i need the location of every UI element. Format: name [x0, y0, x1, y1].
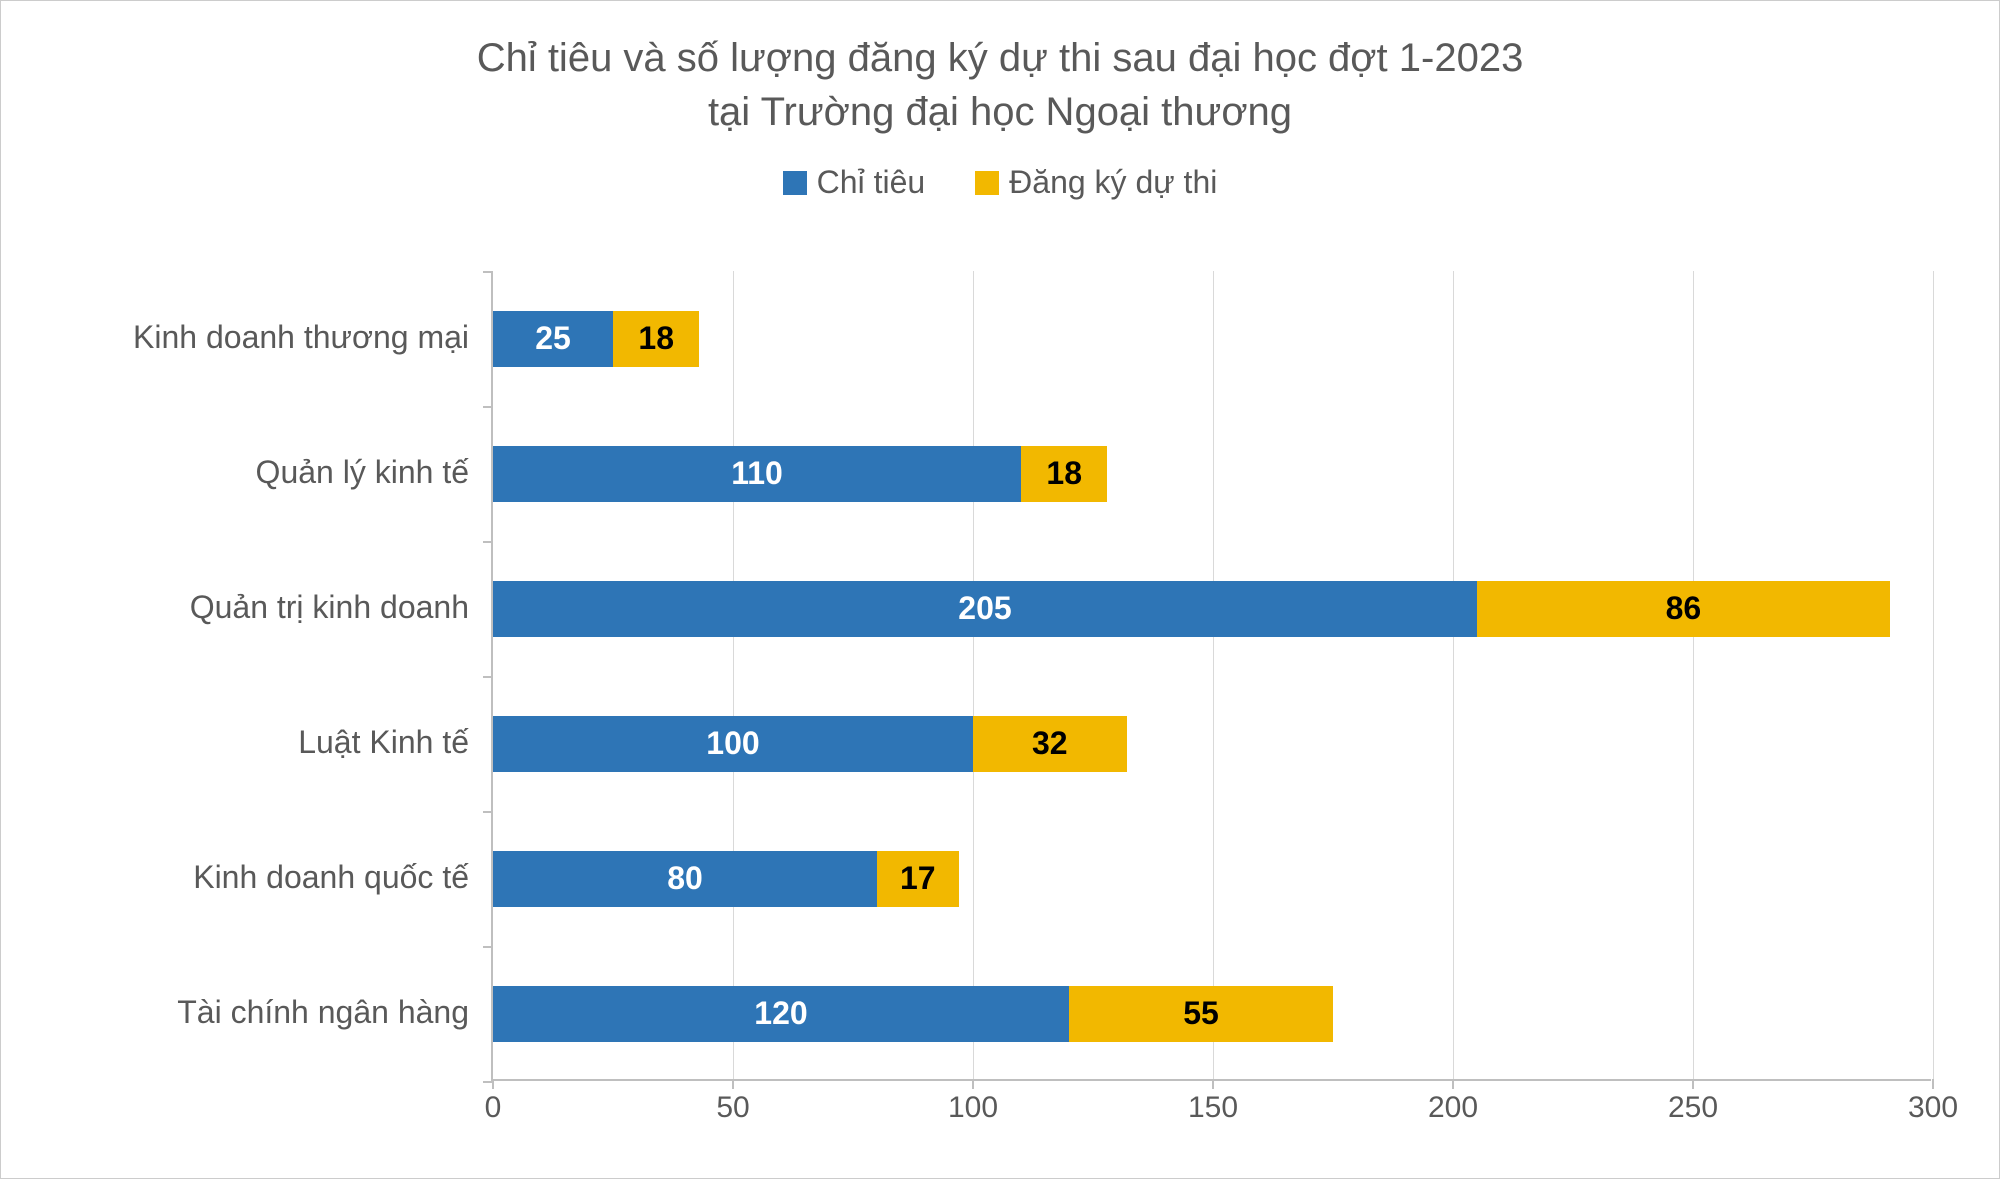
- x-tick-label: 50: [716, 1091, 749, 1125]
- x-tick-label: 300: [1908, 1091, 1958, 1125]
- legend: Chỉ tiêu Đăng ký dự thi: [1, 164, 1999, 201]
- legend-swatch-1: [975, 171, 999, 195]
- x-tick: [1692, 1079, 1694, 1089]
- bar-segment-registered: 18: [613, 311, 699, 367]
- legend-item-1: Đăng ký dự thi: [975, 164, 1217, 201]
- bar-row: 20586: [493, 581, 1890, 637]
- bar-segment-registered: 86: [1477, 581, 1890, 637]
- bar-segment-quota: 110: [493, 446, 1021, 502]
- x-tick: [1452, 1079, 1454, 1089]
- x-gridline: [1453, 271, 1454, 1079]
- bar-segment-quota: 80: [493, 851, 877, 907]
- bar-segment-registered: 55: [1069, 986, 1333, 1042]
- y-tick: [483, 946, 493, 948]
- x-tick: [732, 1079, 734, 1089]
- y-axis-label: Kinh doanh thương mại: [19, 319, 469, 356]
- title-line-2: tại Trường đại học Ngoại thương: [1, 85, 1999, 139]
- x-tick-label: 250: [1668, 1091, 1718, 1125]
- bar-row: 8017: [493, 851, 959, 907]
- y-tick: [483, 541, 493, 543]
- x-tick-label: 0: [485, 1091, 502, 1125]
- y-tick: [483, 811, 493, 813]
- legend-swatch-0: [783, 171, 807, 195]
- y-axis-label: Quản lý kinh tế: [19, 454, 469, 491]
- y-axis-label: Tài chính ngân hàng: [19, 994, 469, 1031]
- x-gridline: [1933, 271, 1934, 1079]
- y-tick: [483, 271, 493, 273]
- y-axis-label: Quản trị kinh doanh: [19, 589, 469, 626]
- x-tick-label: 150: [1188, 1091, 1238, 1125]
- bar-segment-quota: 25: [493, 311, 613, 367]
- x-tick-label: 200: [1428, 1091, 1478, 1125]
- x-tick: [1212, 1079, 1214, 1089]
- x-tick: [972, 1079, 974, 1089]
- bar-segment-quota: 205: [493, 581, 1477, 637]
- x-gridline: [973, 271, 974, 1079]
- bar-segment-registered: 32: [973, 716, 1127, 772]
- bar-segment-quota: 100: [493, 716, 973, 772]
- x-gridline: [733, 271, 734, 1079]
- bar-row: 10032: [493, 716, 1127, 772]
- bar-row: 12055: [493, 986, 1333, 1042]
- x-tick-label: 100: [948, 1091, 998, 1125]
- legend-label-0: Chỉ tiêu: [817, 164, 926, 201]
- bar-row: 11018: [493, 446, 1107, 502]
- bar-row: 2518: [493, 311, 699, 367]
- x-gridline: [1213, 271, 1214, 1079]
- y-axis-label: Luật Kinh tế: [19, 724, 469, 761]
- y-tick: [483, 406, 493, 408]
- legend-label-1: Đăng ký dự thi: [1009, 164, 1217, 201]
- plot-area: 0501001502002503002518110182058610032801…: [491, 271, 1931, 1081]
- bar-segment-registered: 18: [1021, 446, 1107, 502]
- bar-segment-quota: 120: [493, 986, 1069, 1042]
- x-tick: [1932, 1079, 1934, 1089]
- legend-item-0: Chỉ tiêu: [783, 164, 926, 201]
- title-line-1: Chỉ tiêu và số lượng đăng ký dự thi sau …: [1, 31, 1999, 85]
- chart-container: Chỉ tiêu và số lượng đăng ký dự thi sau …: [0, 0, 2000, 1179]
- bar-segment-registered: 17: [877, 851, 959, 907]
- y-axis-label: Kinh doanh quốc tế: [19, 859, 469, 896]
- chart-title: Chỉ tiêu và số lượng đăng ký dự thi sau …: [1, 1, 1999, 139]
- y-tick: [483, 676, 493, 678]
- y-tick: [483, 1081, 493, 1083]
- x-gridline: [1693, 271, 1694, 1079]
